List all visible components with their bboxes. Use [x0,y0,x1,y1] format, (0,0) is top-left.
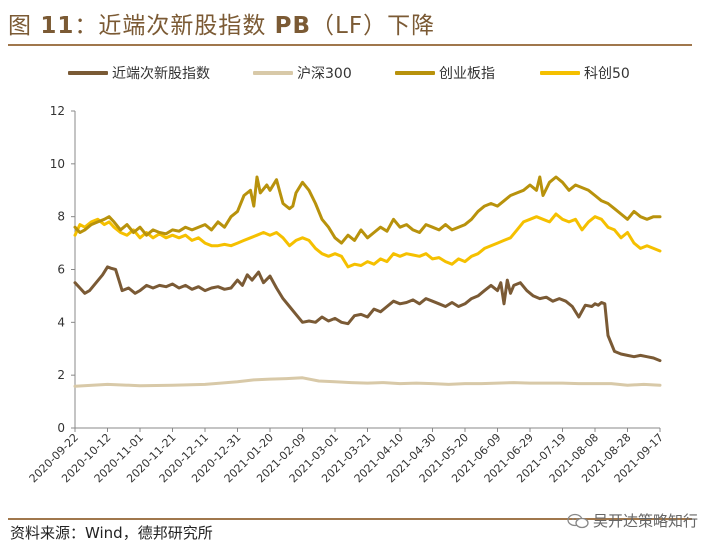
legend-item-2: 创业板指 [395,63,495,83]
title-number: 11 [40,13,75,39]
title-suffix: （LF）下降 [311,13,436,39]
y-tick-label: 8 [57,210,65,224]
y-tick-label: 0 [57,421,65,435]
legend-label-2: 创业板指 [439,66,495,82]
legend-swatch-2 [395,71,435,75]
legend-item-1: 沪深300 [253,63,352,83]
series-line-3 [73,212,662,269]
series-line-0 [73,265,662,363]
series-line-2 [73,175,662,245]
watermark-text: 吴开达策略知行 [592,512,698,530]
legend-item-0: 近端次新股指数 [68,63,210,83]
y-tick-label: 10 [50,157,65,171]
wechat-icon [567,513,589,528]
legend-label-0: 近端次新股指数 [112,66,210,82]
y-tick-label: 4 [57,315,65,329]
title-text: 近端次新股指数 [98,13,267,39]
y-tick-label: 12 [50,104,65,118]
legend-swatch-3 [540,71,580,75]
title-divider [8,44,692,46]
y-tick-label: 2 [57,368,65,382]
figure-title: 图 11：近端次新股指数 PB（LF）下降 [8,6,435,40]
y-tick-label: 6 [57,263,65,277]
title-metric: PB [274,13,312,39]
series-line-1 [73,376,662,388]
source-note: 资料来源：Wind，德邦研究所 [10,524,213,542]
title-prefix: 图 [8,13,32,39]
legend-swatch-1 [253,71,293,75]
legend-item-3: 科创50 [540,63,630,83]
line-chart: 0246810122020-09-222020-10-122020-11-012… [27,104,666,485]
footer-divider [8,518,692,520]
legend-label-3: 科创50 [584,66,630,82]
legend-label-1: 沪深300 [297,66,352,82]
watermark: 吴开达策略知行 [567,510,698,531]
legend-swatch-0 [68,71,108,75]
title-separator: ： [74,13,99,39]
